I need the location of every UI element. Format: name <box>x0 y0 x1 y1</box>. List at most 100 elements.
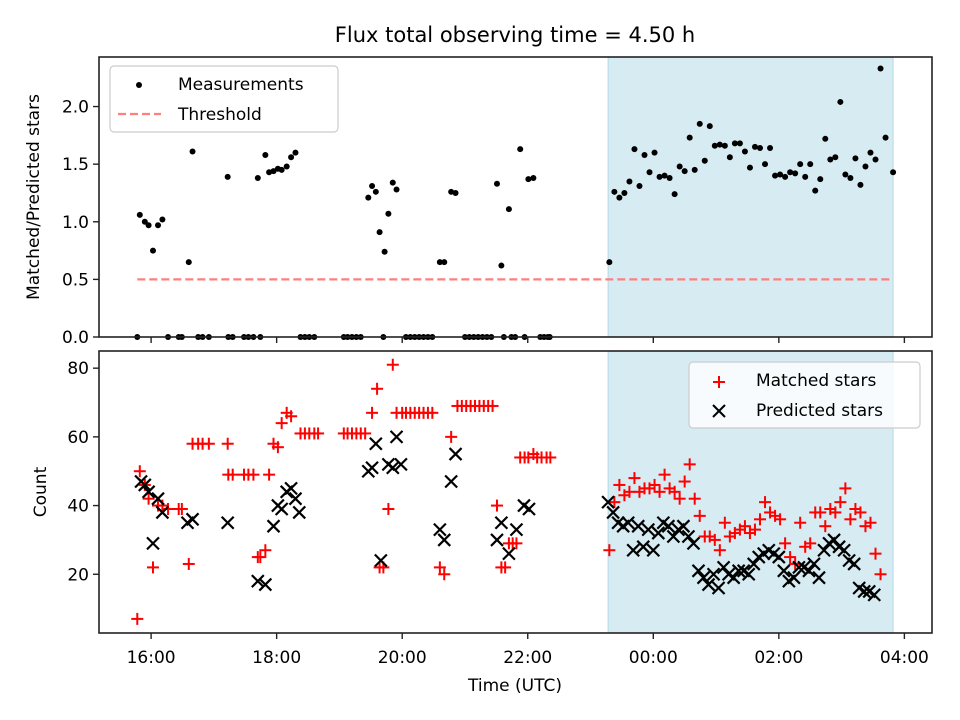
predicted-star-point <box>711 581 726 595</box>
measurement-point <box>736 140 743 147</box>
matched-star-point <box>864 516 877 529</box>
measurement-point <box>385 210 392 217</box>
top-axes-frame <box>98 56 933 338</box>
measurement-point <box>636 183 643 190</box>
measurement-point <box>711 142 718 149</box>
measurement-point <box>292 149 299 156</box>
y-tick-label: 1.0 <box>62 213 89 233</box>
measurement-point <box>493 180 500 187</box>
predicted-star-point <box>448 447 463 461</box>
predicted-star-point <box>731 564 746 578</box>
matched-star-point <box>784 551 797 564</box>
measurement-point <box>671 191 678 198</box>
legend-threshold-label: Threshold <box>177 105 262 125</box>
predicted-star-point <box>606 505 620 520</box>
measurement-point <box>862 163 869 170</box>
measurement-point <box>278 166 285 173</box>
predicted-star-point <box>716 560 731 575</box>
predicted-star-point <box>394 457 408 472</box>
measurement-point <box>686 134 693 141</box>
measurement-point <box>817 176 824 183</box>
measurement-point <box>716 141 723 148</box>
y-tick-label: 40 <box>67 497 89 517</box>
predicted-star-point <box>288 491 303 506</box>
measurement-point <box>882 134 889 141</box>
measurement-point <box>812 187 819 194</box>
matched-star-point <box>814 506 827 519</box>
bottom-axes-frame <box>98 350 933 634</box>
matched-star-point <box>668 485 681 498</box>
predicted-star-point <box>792 560 806 575</box>
legend-predicted-label: Predicted stars <box>756 401 883 421</box>
matched-star-point <box>839 482 852 495</box>
predicted-star-point <box>646 543 661 557</box>
measurement-point <box>155 222 162 229</box>
matched-star-point <box>718 516 731 529</box>
bottom-legend: Matched stars Predicted stars <box>688 361 921 429</box>
measurement-point <box>792 170 799 177</box>
predicted-star-point <box>522 502 536 516</box>
y-tick-label: 0.0 <box>62 328 89 348</box>
matched-star-point <box>131 612 144 625</box>
measurement-point <box>877 65 884 72</box>
matched-star-point <box>844 513 857 526</box>
matched-star-point <box>819 520 832 533</box>
matched-star-point <box>386 358 399 371</box>
measurement-point <box>646 169 653 176</box>
predicted-star-point <box>676 519 691 533</box>
measurement-point <box>224 173 231 180</box>
matched-star-point <box>759 496 772 509</box>
measurement-point <box>530 174 537 181</box>
measurement-point <box>270 168 277 175</box>
measurement-point <box>389 179 396 186</box>
matched-star-point <box>688 492 701 505</box>
matched-star-point <box>438 568 451 581</box>
matched-star-point <box>754 513 767 526</box>
measurement-point <box>631 146 638 153</box>
matched-star-point <box>254 551 267 564</box>
predicted-star-point <box>666 529 681 544</box>
predicted-star-point <box>374 553 388 568</box>
measurement-point <box>372 188 379 195</box>
predicted-star-point <box>141 485 156 499</box>
measurement-point <box>189 148 196 155</box>
measurement-point <box>872 156 879 163</box>
predicted-star-point <box>661 519 676 533</box>
matched-star-point <box>804 537 817 550</box>
predicted-star-point <box>266 519 281 533</box>
predicted-star-point <box>741 567 756 582</box>
measurement-point <box>185 259 192 266</box>
predicted-star-point <box>837 543 851 557</box>
matched-star-point <box>312 427 325 440</box>
predicted-star-point <box>857 584 871 599</box>
x-tick-label: 22:00 <box>503 648 552 668</box>
matched-star-point <box>263 468 276 481</box>
y-tick-label: 60 <box>67 428 89 448</box>
matched-star-point <box>382 503 395 516</box>
measurement-point <box>498 262 505 269</box>
predicted-star-point <box>706 567 721 582</box>
predicted-star-point <box>686 536 701 551</box>
predicted-star-point <box>812 570 826 585</box>
matched-star-point <box>182 557 195 570</box>
predicted-star-point <box>691 564 706 578</box>
matched-star-point <box>162 503 175 516</box>
measurement-point <box>262 151 269 158</box>
predicted-star-point <box>621 515 635 530</box>
measurement-point <box>616 194 623 201</box>
y-tick-label: 0.5 <box>62 270 89 290</box>
matched-star-point <box>713 544 726 557</box>
predicted-star-point <box>274 502 289 516</box>
measurement-point <box>890 169 897 176</box>
legend-matched-marker <box>713 376 725 388</box>
predicted-star-point <box>631 519 645 533</box>
matched-star-point <box>693 509 706 522</box>
bottom-y-axis-label: Count <box>31 466 51 517</box>
measurement-point <box>369 183 376 190</box>
predicted-star-point <box>386 461 400 475</box>
measurement-point <box>376 229 383 236</box>
predicted-star-point <box>292 505 307 520</box>
measurement-point <box>701 157 708 164</box>
measurement-point <box>365 194 372 201</box>
measurement-point <box>149 247 156 254</box>
